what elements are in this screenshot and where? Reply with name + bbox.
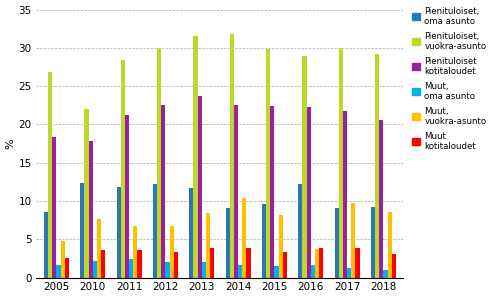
Bar: [97, 219, 101, 277]
Bar: [283, 252, 287, 277]
Bar: [315, 249, 319, 277]
Bar: [170, 226, 174, 277]
Bar: [80, 183, 84, 277]
Bar: [384, 270, 387, 277]
Bar: [121, 60, 125, 277]
Bar: [335, 208, 339, 277]
Bar: [347, 268, 352, 277]
Bar: [266, 49, 270, 277]
Bar: [302, 55, 307, 277]
Bar: [129, 259, 133, 277]
Bar: [52, 137, 56, 277]
Bar: [210, 248, 214, 277]
Bar: [371, 207, 375, 277]
Bar: [44, 212, 48, 277]
Bar: [279, 215, 283, 277]
Bar: [234, 105, 238, 277]
Bar: [198, 96, 202, 277]
Bar: [226, 208, 230, 277]
Bar: [193, 36, 198, 277]
Bar: [157, 48, 161, 277]
Bar: [202, 262, 206, 277]
Bar: [307, 107, 311, 277]
Bar: [311, 265, 315, 277]
Bar: [61, 241, 65, 277]
Bar: [298, 184, 302, 277]
Bar: [246, 248, 250, 277]
Bar: [133, 226, 138, 277]
Bar: [319, 249, 323, 277]
Y-axis label: %: %: [5, 138, 16, 149]
Bar: [138, 250, 141, 277]
Bar: [189, 188, 193, 277]
Bar: [166, 262, 170, 277]
Bar: [343, 111, 347, 277]
Bar: [387, 212, 392, 277]
Bar: [375, 54, 379, 277]
Bar: [65, 258, 69, 277]
Legend: Pienituloiset,
oma asunto, Pienituloiset,
vuokra-asunto, Pienituloiset
kotitalou: Pienituloiset, oma asunto, Pienituloiset…: [411, 6, 487, 152]
Bar: [392, 254, 396, 277]
Bar: [161, 105, 166, 277]
Bar: [93, 261, 97, 277]
Bar: [48, 72, 52, 277]
Bar: [101, 250, 106, 277]
Bar: [174, 252, 178, 277]
Bar: [84, 109, 89, 277]
Bar: [238, 265, 242, 277]
Bar: [125, 115, 129, 277]
Bar: [355, 248, 359, 277]
Bar: [206, 213, 210, 277]
Bar: [262, 204, 266, 277]
Bar: [153, 184, 157, 277]
Bar: [352, 203, 355, 277]
Bar: [379, 120, 384, 277]
Bar: [56, 265, 61, 277]
Bar: [270, 106, 275, 277]
Bar: [116, 187, 121, 277]
Bar: [339, 48, 343, 277]
Bar: [89, 140, 93, 277]
Bar: [275, 266, 279, 277]
Bar: [230, 34, 234, 277]
Bar: [242, 198, 246, 277]
